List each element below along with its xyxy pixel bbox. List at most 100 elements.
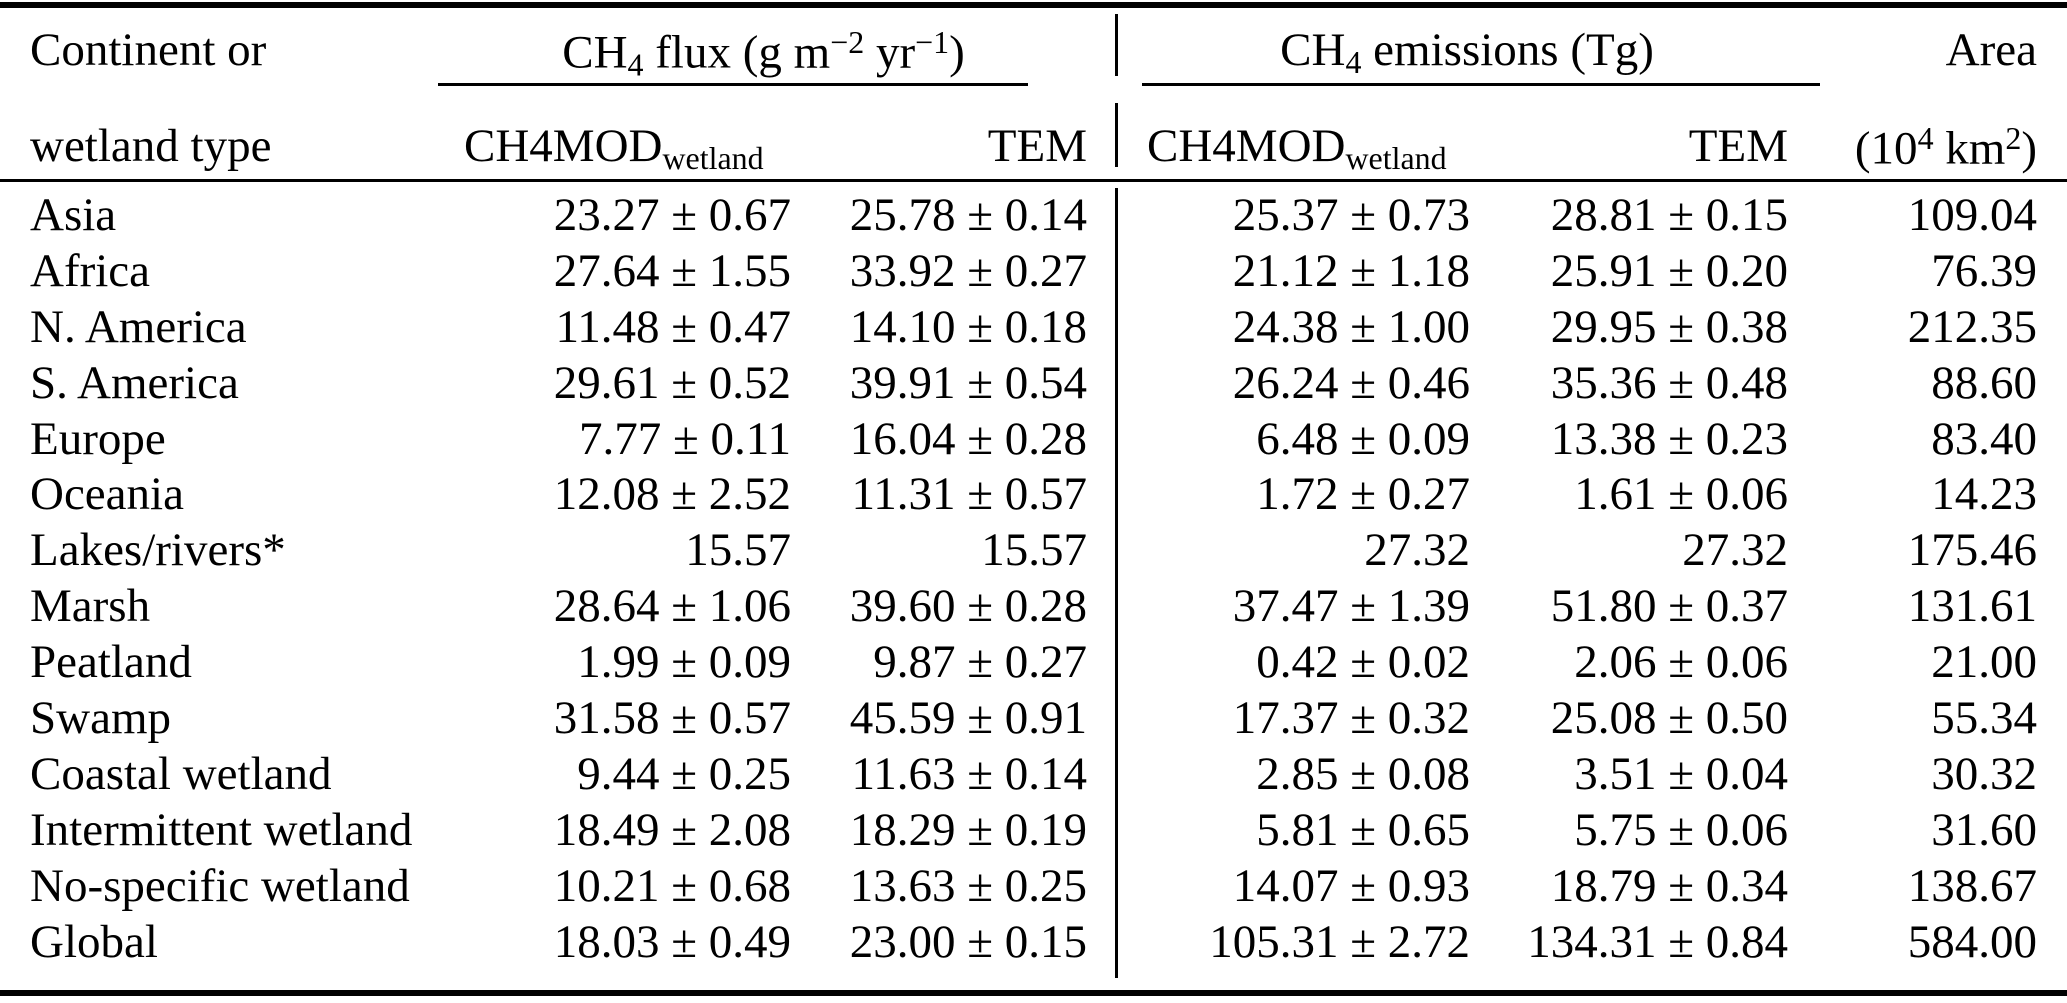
area-value: 109.04: [1907, 189, 2037, 241]
emissions-tem-value: 134.31 ± 0.84: [1527, 915, 1788, 968]
emissions-ch4mod-value: 24.38 ± 1.00: [1232, 300, 1470, 353]
row-label: Lakes/rivers*: [30, 524, 286, 577]
flux-tem-value: 39.91 ± 0.54: [849, 356, 1087, 409]
area-value: 131.61: [1907, 580, 2037, 633]
column-divider: [1115, 14, 1118, 76]
flux-tem-value: 45.59 ± 0.91: [849, 692, 1087, 745]
area-unit-text: (10: [1854, 122, 1918, 175]
superscript: −2: [830, 25, 865, 60]
subscript: wetland: [662, 140, 764, 176]
flux-ch4mod-value: 18.03 ± 0.49: [553, 915, 791, 968]
area-value: 175.46: [1907, 524, 2037, 577]
emissions-ch4mod-value: 27.32: [1364, 524, 1470, 577]
flux-tem-value: 13.63 ± 0.25: [849, 859, 1087, 912]
row-label: Peatland: [30, 636, 192, 689]
flux-tem-column-header: TEM: [987, 120, 1087, 172]
emissions-ch4mod-value: 0.42 ± 0.02: [1256, 636, 1470, 689]
area-value: 212.35: [1907, 300, 2037, 353]
emissions-ch4mod-value: 37.47 ± 1.39: [1232, 580, 1470, 633]
emissions-tem-value: 29.95 ± 0.38: [1550, 300, 1788, 353]
header-bottom-rule: [0, 179, 2067, 182]
area-value: 30.32: [1931, 747, 2037, 800]
area-header-line2: (104 km2): [1790, 123, 2037, 172]
flux-ch4mod-value: 31.58 ± 0.57: [553, 692, 791, 745]
area-value: 138.67: [1907, 859, 2037, 912]
emissions-tem-value: 25.08 ± 0.50: [1550, 692, 1788, 745]
row-label: Coastal wetland: [30, 747, 332, 800]
stub-header-line2: wetland type: [30, 120, 272, 172]
flux-ch4mod-value: 28.64 ± 1.06: [553, 580, 791, 633]
emissions-ch4mod-value: 26.24 ± 0.46: [1232, 356, 1470, 409]
flux-ch4mod-value: 1.99 ± 0.09: [577, 636, 791, 689]
row-label: S. America: [30, 356, 239, 409]
row-label: No-specific wetland: [30, 859, 410, 912]
flux-tem-value: 39.60 ± 0.28: [849, 580, 1087, 633]
flux-ch4mod-value: 10.21 ± 0.68: [553, 859, 791, 912]
flux-ch4mod-value: 29.61 ± 0.52: [553, 356, 791, 409]
emissions-ch4mod-column-header: CH4MODwetland: [1147, 123, 1447, 175]
area-value: 76.39: [1931, 244, 2037, 297]
emissions-ch4mod-value: 25.37 ± 0.73: [1232, 189, 1470, 241]
flux-ch4mod-value: 23.27 ± 0.67: [553, 189, 791, 241]
flux-group-text: yr: [864, 26, 916, 79]
stub-header-line1: Continent or: [30, 24, 267, 76]
area-value: 584.00: [1907, 915, 2037, 968]
flux-tem-value: 11.31 ± 0.57: [851, 468, 1087, 521]
model-name-text: CH4MOD: [464, 120, 663, 172]
area-value: 88.60: [1931, 356, 2037, 409]
emissions-ch4mod-value: 105.31 ± 2.72: [1209, 915, 1470, 968]
emissions-ch4mod-value: 21.12 ± 1.18: [1232, 244, 1470, 297]
emissions-tem-value: 35.36 ± 0.48: [1550, 356, 1788, 409]
flux-ch4mod-value: 15.57: [685, 524, 791, 577]
row-label: Europe: [30, 412, 166, 465]
table-top-border: [0, 2, 2067, 8]
table-bottom-border: [0, 990, 2067, 996]
emissions-group-text: emissions (Tg): [1361, 24, 1654, 76]
emissions-tem-value: 3.51 ± 0.04: [1574, 747, 1788, 800]
flux-group-underline: [438, 83, 1028, 86]
emissions-tem-value: 51.80 ± 0.37: [1550, 580, 1788, 633]
emissions-ch4mod-value: 17.37 ± 0.32: [1232, 692, 1470, 745]
flux-ch4mod-value: 12.08 ± 2.52: [553, 468, 791, 521]
flux-tem-value: 9.87 ± 0.27: [873, 636, 1087, 689]
area-value: 83.40: [1931, 412, 2037, 465]
area-value: 55.34: [1931, 692, 2037, 745]
row-label: Swamp: [30, 692, 171, 745]
flux-tem-value: 14.10 ± 0.18: [849, 300, 1087, 353]
row-label: N. America: [30, 300, 247, 353]
emissions-ch4mod-value: 1.72 ± 0.27: [1256, 468, 1470, 521]
emissions-tem-value: 18.79 ± 0.34: [1550, 859, 1788, 912]
row-label: Marsh: [30, 580, 151, 633]
emissions-group-underline: [1142, 83, 1820, 86]
area-value: 14.23: [1931, 468, 2037, 521]
emissions-ch4mod-value: 14.07 ± 0.93: [1232, 859, 1470, 912]
flux-ch4mod-column-header: CH4MODwetland: [464, 123, 764, 175]
model-name-text: CH4MOD: [1147, 120, 1346, 172]
emissions-ch4mod-value: 5.81 ± 0.65: [1256, 803, 1470, 856]
emissions-group-text: CH: [1280, 24, 1346, 76]
emissions-tem-value: 5.75 ± 0.06: [1574, 803, 1788, 856]
subscript: wetland: [1345, 140, 1447, 176]
column-divider: [1115, 103, 1118, 167]
flux-group-text: flux (g m: [643, 26, 831, 79]
area-unit-text: km: [1933, 122, 2006, 175]
flux-group-text: ): [949, 26, 965, 79]
flux-tem-value: 11.63 ± 0.14: [851, 747, 1087, 800]
emissions-tem-value: 27.32: [1682, 524, 1788, 577]
emissions-ch4mod-value: 2.85 ± 0.08: [1256, 747, 1470, 800]
flux-tem-value: 15.57: [981, 524, 1087, 577]
flux-group-text: CH: [562, 26, 628, 79]
row-label: Intermittent wetland: [30, 803, 413, 856]
row-label: Oceania: [30, 468, 184, 521]
emissions-tem-column-header: TEM: [1688, 120, 1788, 172]
emissions-tem-value: 2.06 ± 0.06: [1574, 636, 1788, 689]
column-divider: [1115, 188, 1118, 978]
row-label: Asia: [30, 189, 117, 241]
emissions-tem-value: 25.91 ± 0.20: [1550, 244, 1788, 297]
flux-tem-value: 23.00 ± 0.15: [849, 915, 1087, 968]
row-label: Global: [30, 915, 158, 968]
flux-ch4mod-value: 9.44 ± 0.25: [577, 747, 791, 800]
flux-group-header: CH4 flux (g m−2 yr−1): [438, 27, 1089, 81]
area-value: 21.00: [1931, 636, 2037, 689]
